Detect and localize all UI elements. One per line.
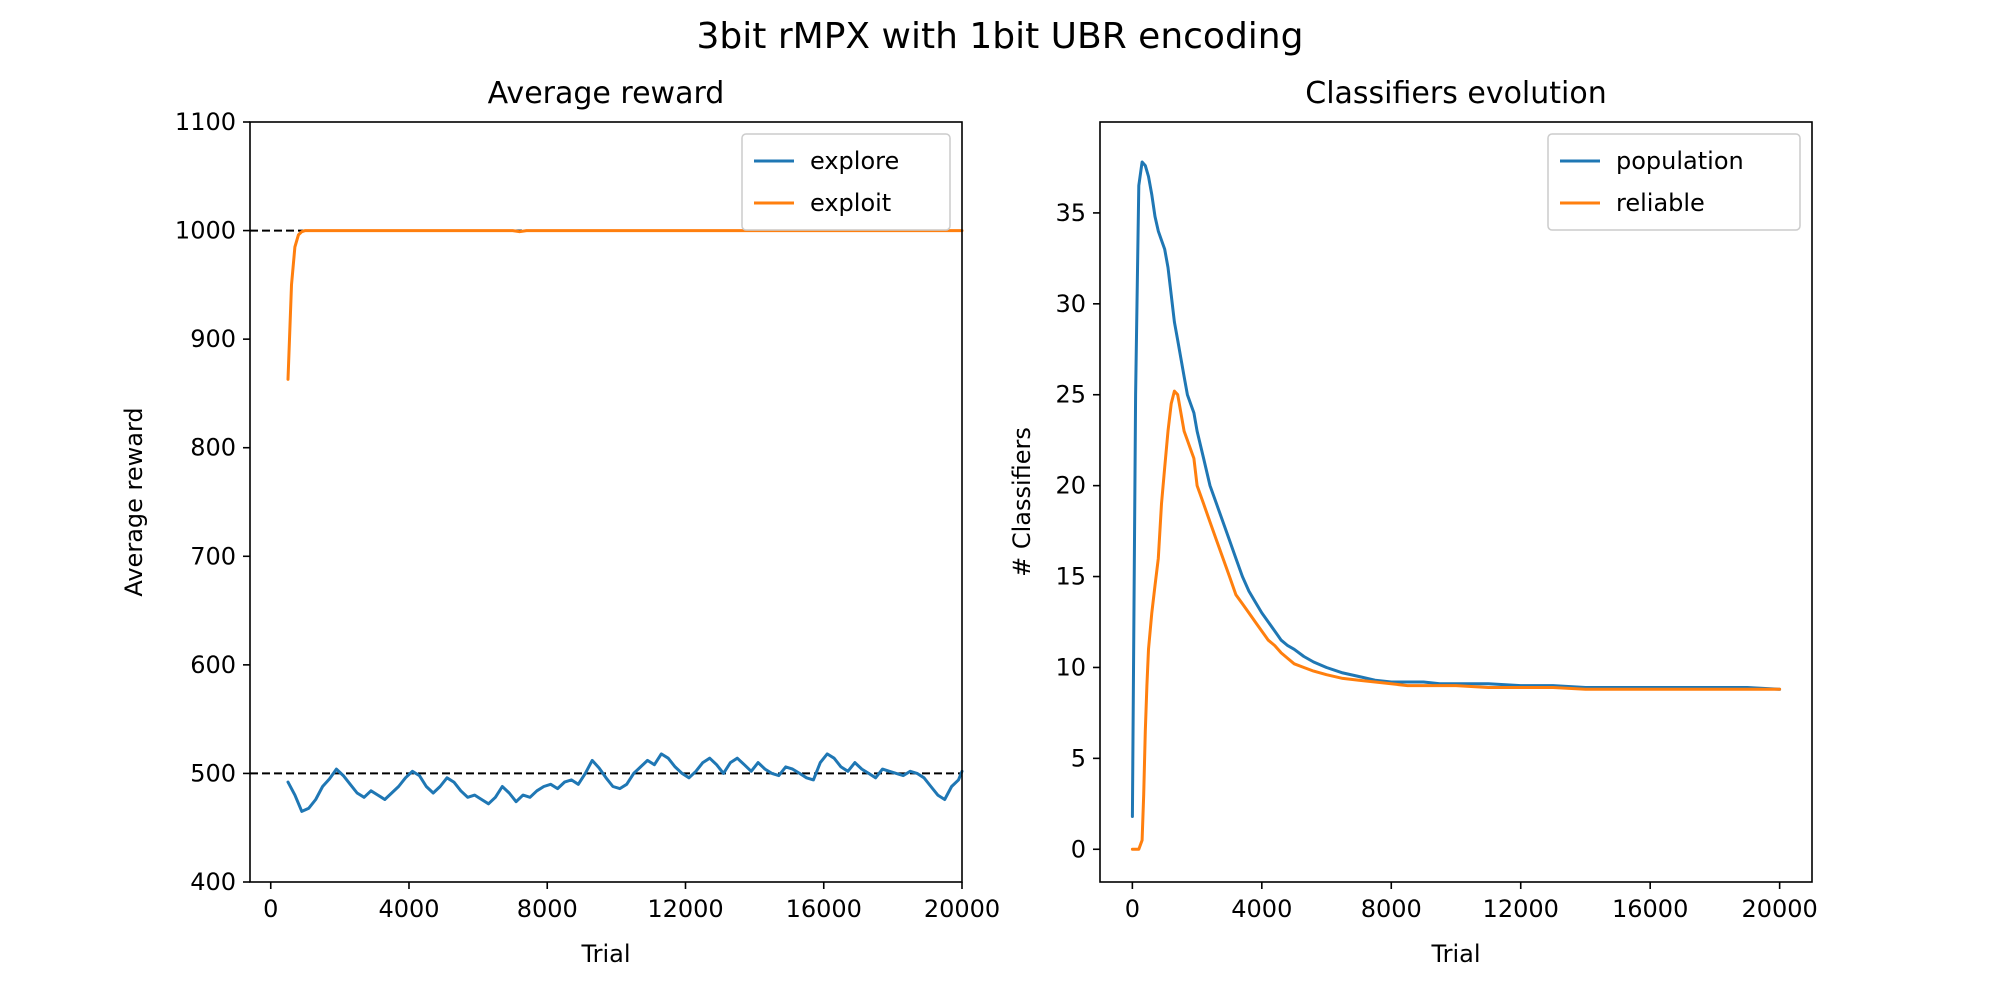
- y-tick-label: 5: [1071, 744, 1086, 772]
- x-tick-label: 12000: [1483, 895, 1559, 923]
- x-tick-label: 16000: [1612, 895, 1688, 923]
- y-tick-label: 700: [190, 542, 236, 570]
- x-tick-label: 8000: [517, 895, 578, 923]
- legend-label-reliable: reliable: [1616, 189, 1705, 217]
- classifiers-evolution-chart: Classifiers evolution Trial # Classifier…: [1008, 76, 1818, 968]
- series-line-explore: [286, 752, 964, 813]
- legend: explore exploit: [741, 133, 951, 231]
- y-tick-label: 1100: [175, 108, 236, 136]
- x-axis-label: Trial: [1430, 940, 1480, 968]
- legend: population reliable: [1547, 133, 1801, 231]
- x-tick-label: 4000: [378, 895, 439, 923]
- legend-label-exploit: exploit: [810, 189, 891, 217]
- y-tick-label: 600: [190, 651, 236, 679]
- y-axis-label: Average reward: [120, 407, 148, 596]
- y-tick-label: 10: [1055, 653, 1086, 681]
- x-tick-label: 20000: [924, 895, 1000, 923]
- plot-frame: [249, 121, 963, 883]
- legend-frame: [741, 133, 951, 231]
- average-reward-chart: Average reward Trial Average reward 0 400…: [120, 76, 1000, 968]
- x-tick-label: 0: [1125, 895, 1140, 923]
- x-tick-label: 8000: [1361, 895, 1422, 923]
- x-tick-label: 12000: [647, 895, 723, 923]
- legend-label-explore: explore: [810, 147, 899, 175]
- series-line-exploit: [286, 229, 964, 381]
- y-tick-label: 25: [1055, 381, 1086, 409]
- y-tick-label: 900: [190, 325, 236, 353]
- y-tick-label: 15: [1055, 563, 1086, 591]
- y-tick-label: 400: [190, 868, 236, 896]
- y-axis-label: # Classifiers: [1008, 427, 1036, 577]
- y-tick-label: 30: [1055, 290, 1086, 318]
- chart-title: Classifiers evolution: [1305, 76, 1607, 111]
- series-line-reliable: [1130, 389, 1782, 851]
- y-tick-label: 35: [1055, 199, 1086, 227]
- y-tick-label: 800: [190, 434, 236, 462]
- x-axis-label: Trial: [580, 940, 630, 968]
- series-line-population: [1130, 160, 1782, 818]
- y-tick-label: 1000: [175, 217, 236, 245]
- y-tick-label: 500: [190, 759, 236, 787]
- x-tick-label: 20000: [1741, 895, 1817, 923]
- plot-frame: [1099, 121, 1813, 883]
- legend-frame: [1547, 133, 1801, 231]
- x-tick-label: 0: [263, 895, 278, 923]
- x-tick-label: 16000: [786, 895, 862, 923]
- x-tick-label: 4000: [1231, 895, 1292, 923]
- legend-label-population: population: [1616, 147, 1744, 175]
- chart-title: Average reward: [488, 76, 725, 111]
- y-tick-label: 20: [1055, 472, 1086, 500]
- figure-title: 3bit rMPX with 1bit UBR encoding: [697, 16, 1304, 57]
- y-tick-label: 0: [1071, 835, 1086, 863]
